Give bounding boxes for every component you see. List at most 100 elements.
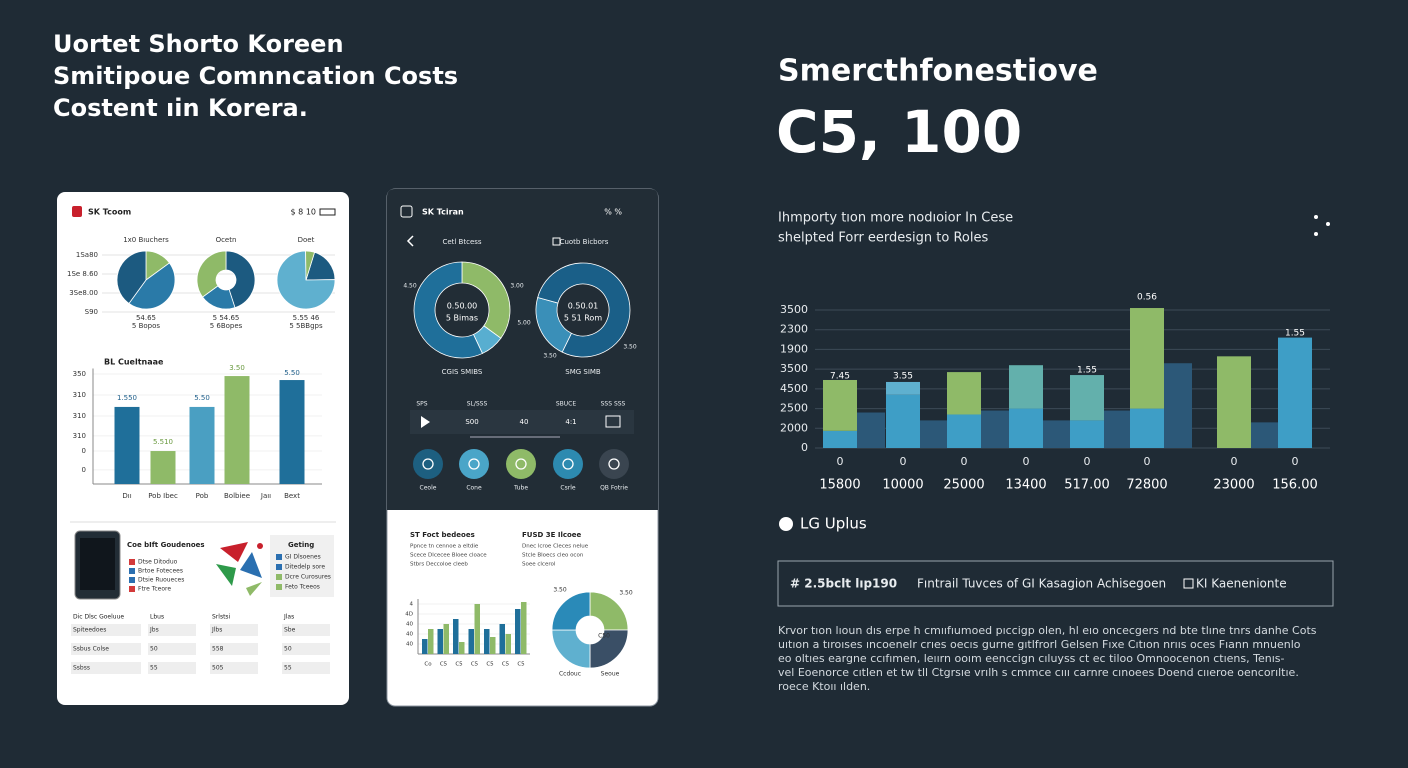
player-label: SBUCE — [556, 401, 577, 408]
bottom-line: Dnec lcroe Cleces nelue — [522, 544, 589, 550]
back-button[interactable] — [406, 235, 414, 247]
bar-annotation: 1.55 — [1285, 329, 1305, 339]
pie-slice — [305, 250, 316, 281]
player-label: SPS — [416, 401, 427, 408]
pie-axis-label: 1Se 8.60 — [67, 270, 98, 278]
play-button[interactable] — [421, 416, 430, 428]
y-tick-label: 310 — [73, 432, 86, 440]
donut-side-label: 3.50 — [543, 353, 557, 360]
icon-label: Tube — [513, 485, 528, 492]
mini-bar — [428, 629, 434, 654]
mini-pie-label: C50 — [598, 633, 610, 640]
app-icon[interactable] — [413, 449, 443, 479]
pie-slice — [461, 261, 511, 339]
battery — [319, 208, 336, 216]
screen-button[interactable] — [605, 415, 621, 428]
legend-swatch — [129, 568, 135, 574]
bar-annotation: 0.56 — [1137, 293, 1157, 303]
legend-title: Coe bIft Goudenoes — [127, 541, 205, 549]
y-tick-label: 350 — [73, 370, 86, 378]
x-tick-label: C5 — [471, 662, 479, 668]
zero-label: 0 — [1144, 455, 1151, 468]
donut-title: Cetl Btcess — [442, 238, 481, 246]
bar-back — [1164, 363, 1192, 448]
side-item: Feto Tceeos — [285, 584, 320, 591]
app-icon[interactable] — [459, 449, 489, 479]
x-tick-label: 72800 — [1126, 478, 1167, 493]
title-line: Costent ıin Korera. — [53, 94, 308, 122]
x-tick-label: 23000 — [1213, 478, 1254, 493]
app-icon[interactable] — [553, 449, 583, 479]
table-cell — [282, 624, 330, 636]
bar-top — [823, 379, 857, 431]
x-tick-label: C5 — [455, 662, 463, 668]
table-cell-text: 50 — [150, 646, 158, 653]
x-tick-label: Dıı — [122, 492, 131, 500]
mini-bar — [453, 619, 459, 654]
pie-axis-label: S90 — [85, 308, 98, 316]
table-cell — [71, 662, 141, 674]
x-tick-label: Pob Ibec — [148, 492, 178, 500]
pie-slice — [116, 250, 147, 305]
bottom-line: Stbrs Deccoloe cleeb — [410, 562, 468, 568]
bar-top — [1009, 365, 1043, 409]
bar-annotation: 5.50 — [194, 394, 210, 402]
donut-caption: SMG SIMB — [565, 368, 601, 376]
bar-base — [1278, 337, 1312, 448]
x-tick-label: 517.00 — [1064, 478, 1110, 493]
bar-back — [1043, 420, 1071, 448]
table-cell — [148, 662, 196, 674]
player-value: 4:1 — [565, 418, 576, 426]
subtitle-line: Ihmporty tıon more nodıoior In Cese — [778, 211, 1013, 226]
table-cell-text: 505 — [212, 665, 224, 672]
y-tick-label: 0 — [82, 447, 86, 455]
table-cell — [210, 662, 258, 674]
pie-slice — [551, 591, 591, 631]
bar-top — [1217, 356, 1251, 448]
legend-swatch — [129, 559, 135, 565]
x-tick-label: C5 — [486, 662, 494, 668]
legend-item: Dtse Ditoduo — [138, 559, 178, 566]
zero-label: 0 — [1231, 455, 1238, 468]
bar-top — [1130, 308, 1164, 409]
big-number: C5, 100 — [776, 98, 1022, 166]
icon-label: Csrle — [560, 485, 575, 492]
bar-base — [886, 394, 920, 448]
info-item: Fıntrail Tuvces of GI Kasagion Achisegoe… — [917, 577, 1166, 591]
icon-label: Cone — [466, 485, 482, 492]
table-cell-text: Jlbs — [211, 627, 222, 634]
player-label: SL/SSS — [467, 401, 488, 408]
table-header: Srlstsi — [212, 614, 231, 621]
paragraph-line: eo oltıes eargne ccıfımen, leıırn ooım e… — [778, 652, 1284, 665]
bar-back — [920, 420, 948, 448]
checkbox — [552, 237, 561, 246]
pie-slice — [196, 250, 227, 298]
y-tick-label: 3500 — [780, 362, 808, 375]
bar-top — [947, 372, 981, 415]
side-item: GI Dlsoenes — [285, 554, 321, 561]
x-tick-label: C5 — [440, 662, 448, 668]
bottom-line: Scece Dlcecee Bloee cloace — [410, 553, 487, 559]
pie-title: 1x0 Bıuchers — [123, 236, 169, 244]
mini-bar — [443, 624, 449, 654]
bar — [150, 451, 176, 484]
app-icon[interactable] — [506, 449, 536, 479]
app-icon[interactable] — [599, 449, 629, 479]
pie-axis-label: 1Sa80 — [76, 251, 98, 259]
mini-pie-label: Seoue — [601, 671, 620, 678]
x-tick-label: Bext — [284, 492, 300, 500]
table-cell — [71, 643, 141, 655]
bar-base — [823, 430, 857, 448]
mini-bar — [499, 624, 505, 654]
y-tick-label: 40 — [406, 632, 413, 638]
more-icon — [1314, 215, 1330, 236]
mini-bar — [422, 639, 428, 654]
side-item: Ditedelp sore — [285, 564, 325, 571]
x-tick-label: 156.00 — [1272, 478, 1318, 493]
pie-caption: 5.55 46 — [293, 314, 320, 322]
player-value: S00 — [465, 418, 478, 426]
brand: SK Tciran — [422, 208, 464, 217]
donut-side-label: 4.50 — [403, 283, 417, 290]
table-cell-text: Sbe — [284, 627, 296, 634]
pie-slice — [128, 262, 176, 310]
